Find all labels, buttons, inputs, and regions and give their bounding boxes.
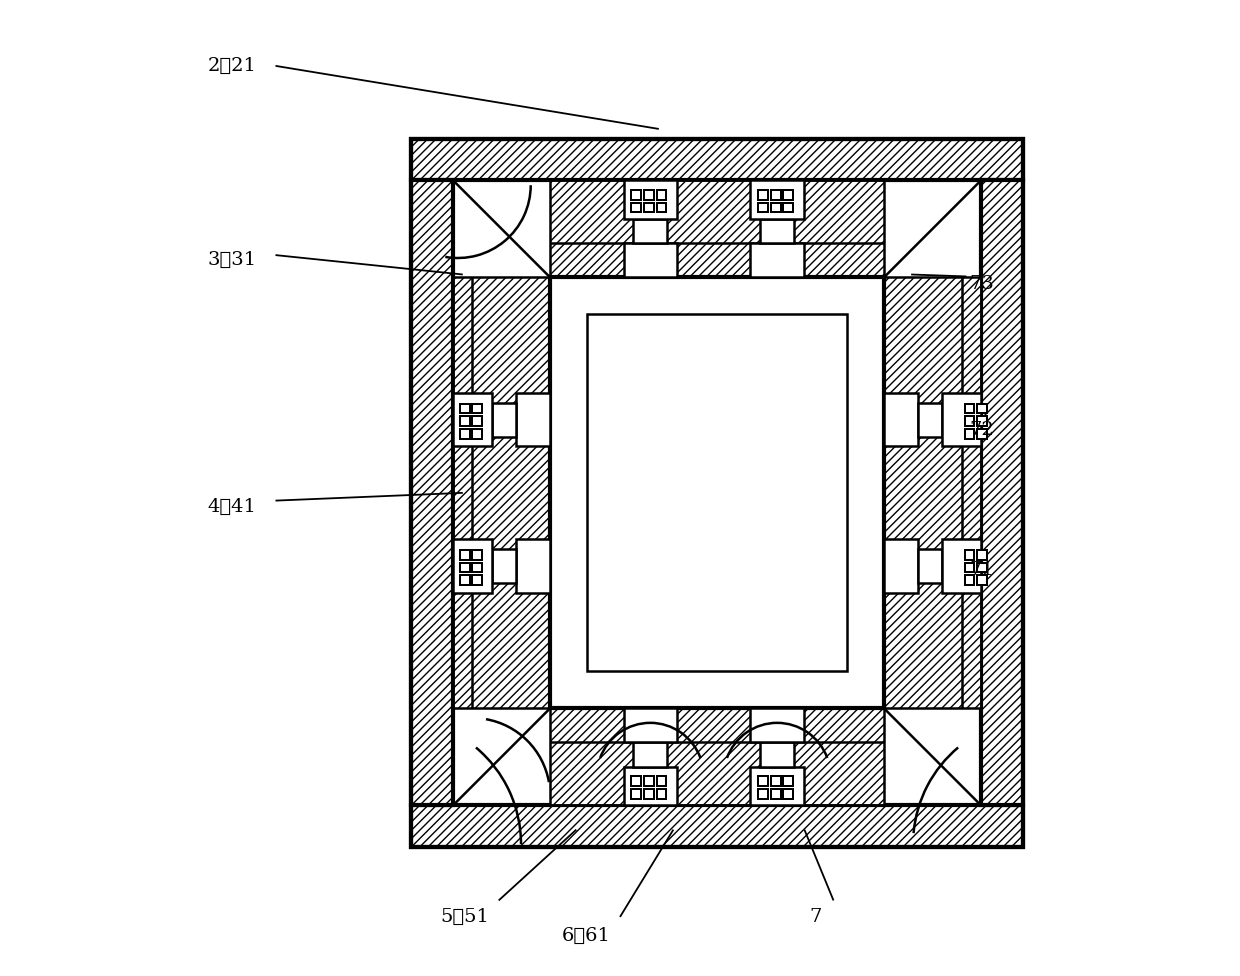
Text: 7: 7: [810, 908, 822, 926]
Bar: [453, 393, 492, 446]
Bar: [634, 220, 667, 243]
Bar: [472, 575, 482, 585]
Bar: [977, 550, 987, 560]
Bar: [624, 181, 677, 220]
Bar: [644, 190, 653, 200]
Text: 5、51: 5、51: [440, 908, 490, 926]
Bar: [760, 743, 794, 766]
Bar: [472, 416, 482, 426]
Bar: [657, 190, 666, 200]
Bar: [758, 776, 768, 786]
Bar: [750, 766, 804, 805]
Text: 6、61: 6、61: [562, 927, 610, 946]
Bar: [771, 789, 780, 798]
Bar: [634, 743, 667, 766]
Bar: [453, 181, 981, 805]
Bar: [771, 203, 780, 213]
Bar: [472, 563, 482, 572]
Bar: [784, 190, 794, 200]
Bar: [977, 575, 987, 585]
Bar: [965, 428, 975, 438]
Bar: [644, 776, 653, 786]
Bar: [965, 563, 975, 572]
Bar: [492, 403, 516, 436]
Bar: [942, 393, 981, 446]
Bar: [631, 203, 641, 213]
Bar: [918, 549, 942, 583]
Bar: [412, 805, 1023, 847]
Bar: [918, 403, 942, 436]
Bar: [624, 709, 677, 743]
Bar: [977, 428, 987, 438]
Bar: [492, 549, 516, 583]
Bar: [551, 277, 884, 709]
Bar: [453, 277, 551, 709]
Bar: [631, 190, 641, 200]
Bar: [516, 540, 551, 592]
Bar: [771, 190, 780, 200]
Text: 2、21: 2、21: [207, 57, 257, 75]
Bar: [412, 181, 453, 805]
Bar: [551, 709, 884, 805]
Bar: [631, 789, 641, 798]
Bar: [750, 243, 804, 277]
Bar: [472, 428, 482, 438]
Bar: [750, 181, 804, 220]
Bar: [784, 203, 794, 213]
Bar: [657, 789, 666, 798]
Bar: [551, 181, 884, 277]
Bar: [460, 416, 470, 426]
Bar: [453, 540, 492, 592]
Bar: [516, 393, 551, 446]
Bar: [760, 220, 794, 243]
Text: 71: 71: [970, 561, 994, 580]
Bar: [784, 789, 794, 798]
Bar: [460, 575, 470, 585]
Bar: [460, 428, 470, 438]
Bar: [758, 190, 768, 200]
Bar: [587, 314, 847, 671]
Bar: [644, 203, 653, 213]
Bar: [631, 776, 641, 786]
Bar: [460, 563, 470, 572]
Text: 4、41: 4、41: [207, 499, 257, 516]
Bar: [750, 709, 804, 743]
Bar: [884, 540, 918, 592]
Bar: [460, 404, 470, 413]
Bar: [771, 776, 780, 786]
Bar: [884, 393, 918, 446]
Bar: [624, 766, 677, 805]
Bar: [965, 416, 975, 426]
Bar: [412, 139, 1023, 847]
Bar: [784, 776, 794, 786]
Text: 73: 73: [970, 275, 994, 293]
Bar: [657, 776, 666, 786]
Bar: [977, 404, 987, 413]
Bar: [965, 575, 975, 585]
Bar: [977, 563, 987, 572]
Bar: [644, 789, 653, 798]
Bar: [965, 550, 975, 560]
Bar: [965, 404, 975, 413]
Bar: [624, 243, 677, 277]
Bar: [884, 277, 981, 709]
Bar: [977, 416, 987, 426]
Bar: [942, 540, 981, 592]
Bar: [657, 203, 666, 213]
Text: 3、31: 3、31: [207, 251, 257, 269]
Text: 72: 72: [970, 421, 994, 439]
Bar: [758, 789, 768, 798]
Bar: [412, 139, 1023, 181]
Bar: [981, 181, 1023, 805]
Bar: [460, 550, 470, 560]
Bar: [472, 404, 482, 413]
Bar: [758, 203, 768, 213]
Bar: [472, 550, 482, 560]
